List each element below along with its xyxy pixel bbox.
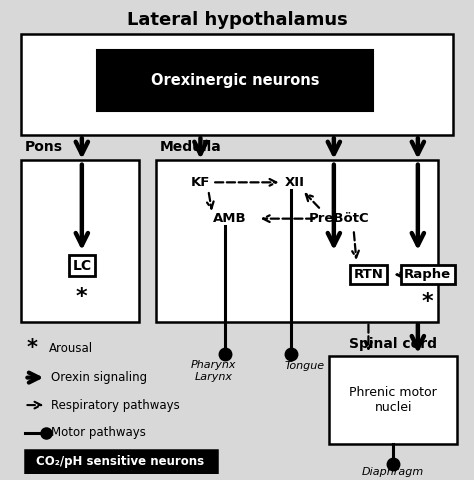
Text: *: * xyxy=(422,292,434,312)
Text: CO₂/pH sensitive neurons: CO₂/pH sensitive neurons xyxy=(36,456,204,468)
Text: Pons: Pons xyxy=(25,140,63,154)
Text: Orexin signaling: Orexin signaling xyxy=(51,371,147,384)
Text: Raphe: Raphe xyxy=(404,268,451,281)
Bar xyxy=(20,160,139,322)
Bar xyxy=(156,160,438,322)
Text: AMB: AMB xyxy=(213,212,247,225)
Text: Spinal cord: Spinal cord xyxy=(349,337,437,351)
Text: LC: LC xyxy=(72,259,91,273)
Text: PreBötC: PreBötC xyxy=(309,212,369,225)
Bar xyxy=(25,450,217,474)
Text: Orexinergic neurons: Orexinergic neurons xyxy=(151,73,319,88)
Text: Diaphragm: Diaphragm xyxy=(362,467,424,477)
Text: XII: XII xyxy=(284,176,304,189)
Text: Medulla: Medulla xyxy=(160,140,222,154)
Text: *: * xyxy=(76,287,88,307)
Text: RTN: RTN xyxy=(354,268,383,281)
Text: *: * xyxy=(27,338,38,358)
Text: Motor pathways: Motor pathways xyxy=(51,426,146,439)
Bar xyxy=(20,34,454,135)
Text: Tongue: Tongue xyxy=(284,361,324,371)
Text: Arousal: Arousal xyxy=(49,342,93,355)
Text: Lateral hypothalamus: Lateral hypothalamus xyxy=(127,12,347,29)
Bar xyxy=(97,50,374,111)
Text: Respiratory pathways: Respiratory pathways xyxy=(51,398,180,411)
Bar xyxy=(329,356,457,444)
Text: KF: KF xyxy=(191,176,210,189)
Text: Phrenic motor
nuclei: Phrenic motor nuclei xyxy=(349,386,437,414)
Text: Pharynx
Larynx: Pharynx Larynx xyxy=(191,360,236,382)
